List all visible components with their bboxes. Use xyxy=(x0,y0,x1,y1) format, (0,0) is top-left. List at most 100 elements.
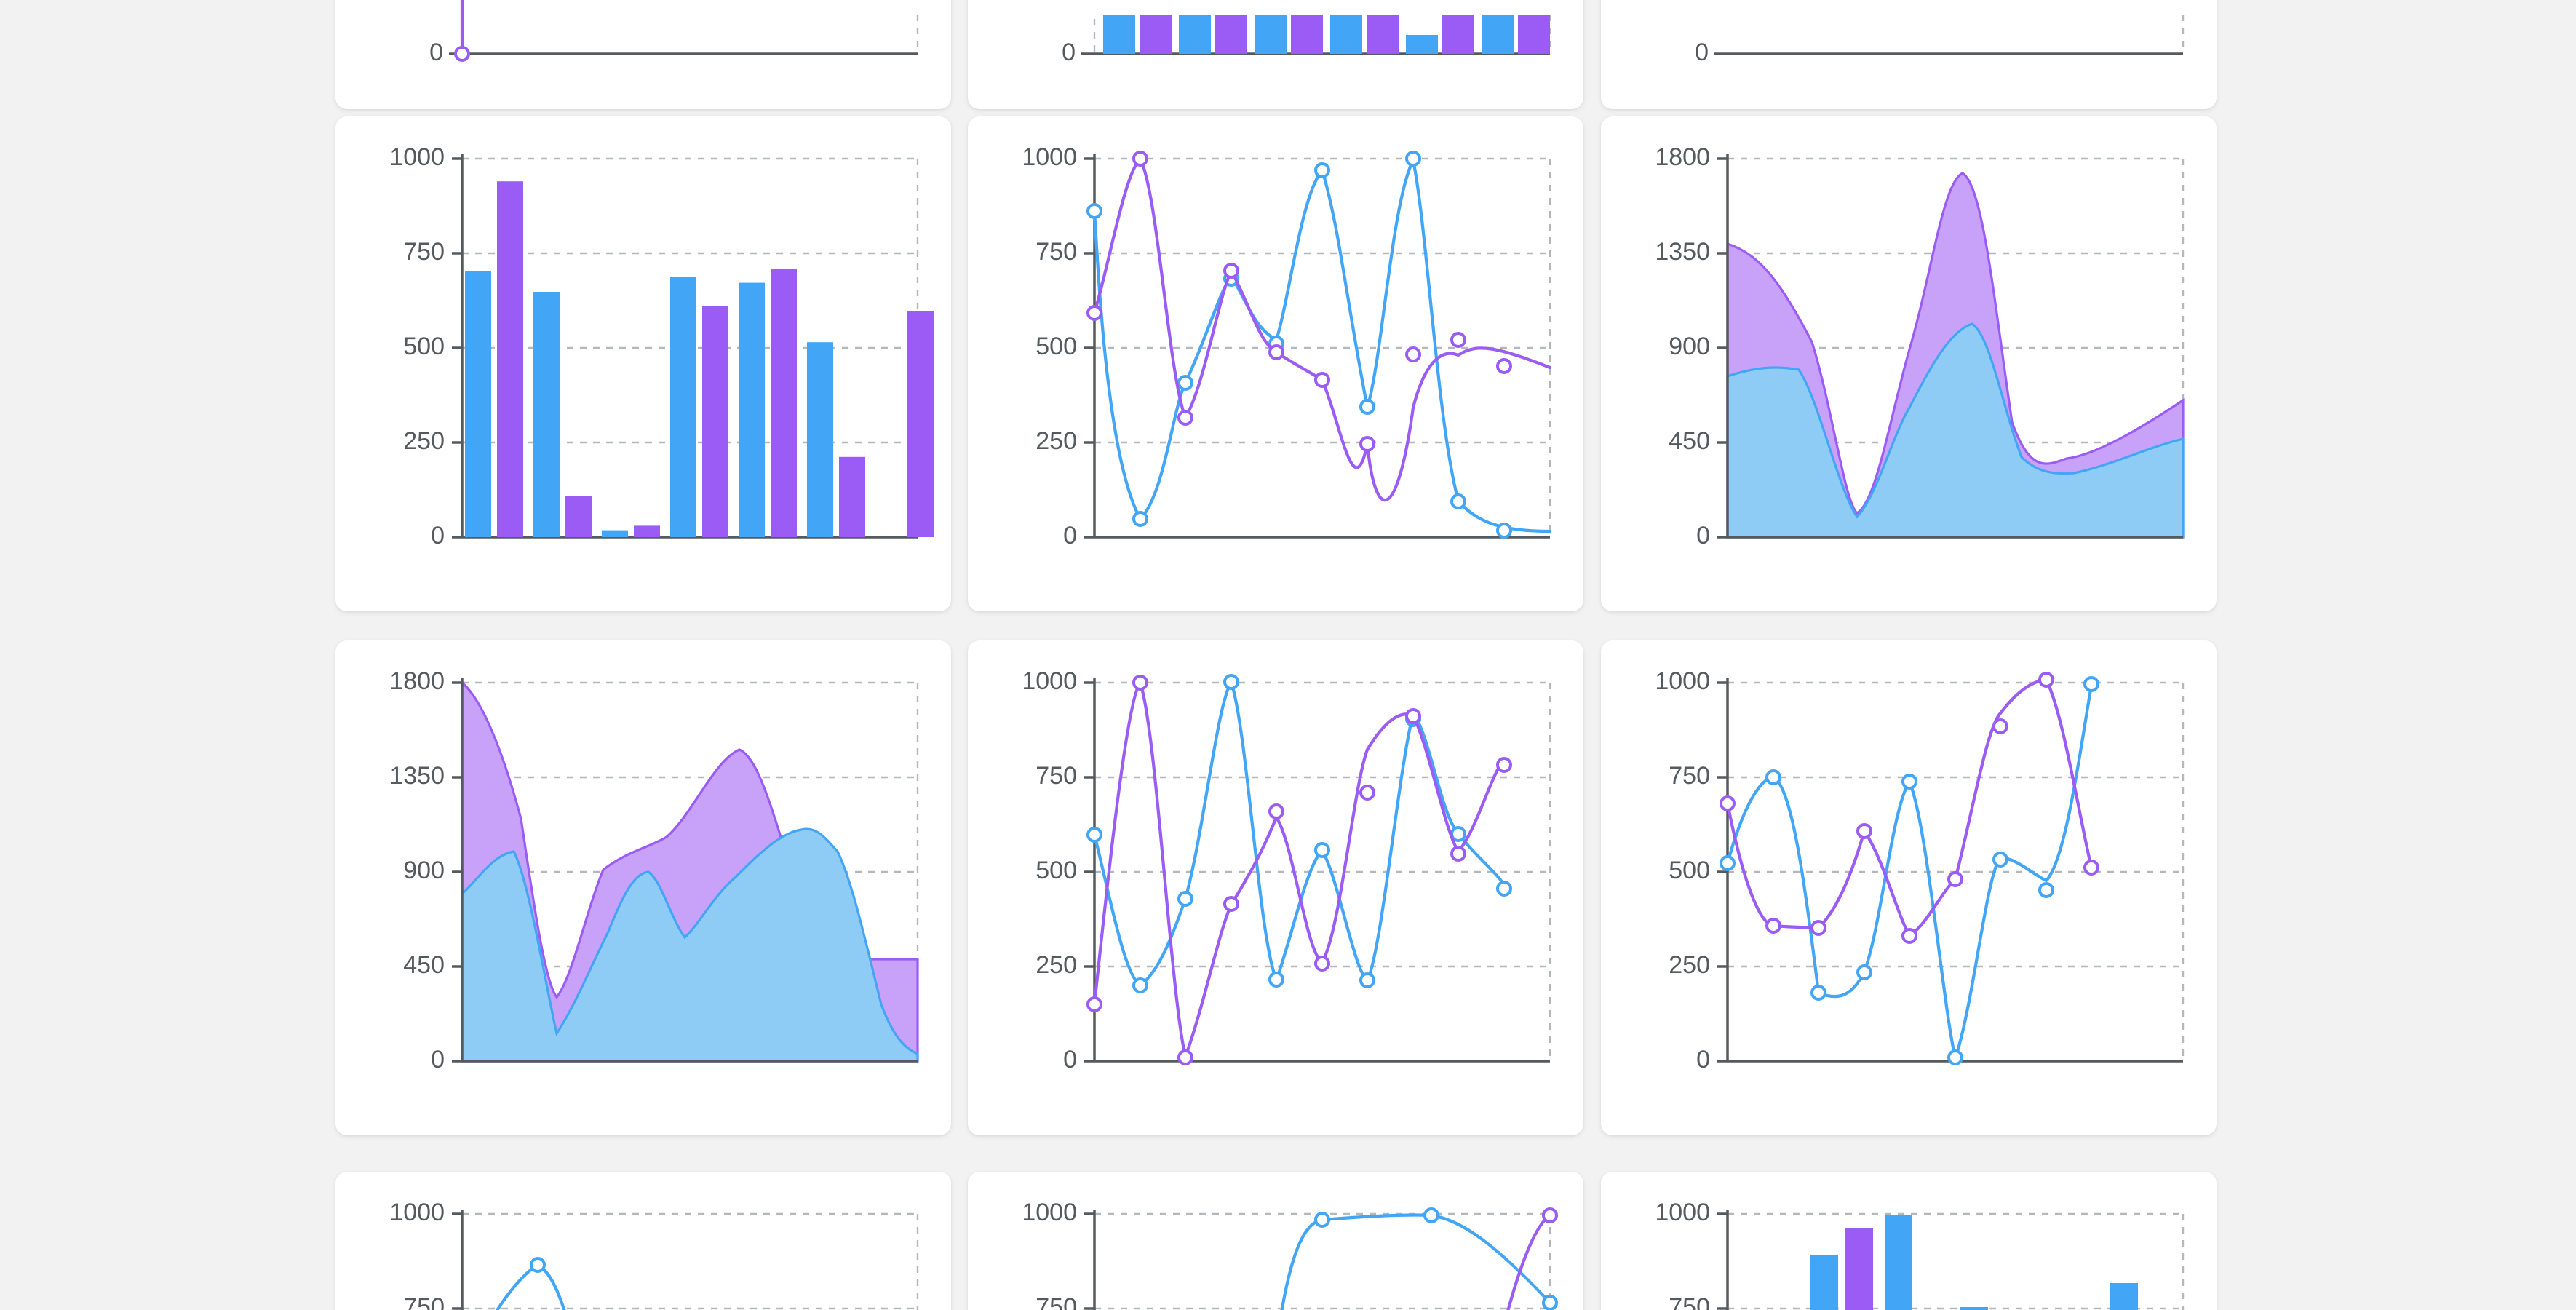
y-tick-label: 1000 xyxy=(1022,1199,1077,1226)
y-tick-label: 1800 xyxy=(389,667,445,695)
chart-plot-r1c3: 0 xyxy=(1601,0,2217,109)
gridlines-r4c1 xyxy=(462,1212,919,1310)
series-line-purple xyxy=(1092,680,1506,1059)
y-axis-r2c2: 1000 750 500 250 0 xyxy=(1022,143,1550,549)
chart-plot-r2c3-stacked-area: 1800 1350 900 450 0 xyxy=(1601,116,2217,611)
markers-purple-r3c2 xyxy=(1086,675,1512,1065)
y-tick-label: 750 xyxy=(1035,762,1077,790)
bar xyxy=(907,311,934,537)
bar xyxy=(670,277,696,537)
y-tick-label: 0 xyxy=(431,522,445,549)
y-tick-label: 750 xyxy=(403,238,445,266)
y-tick-label: 1000 xyxy=(1655,1199,1710,1226)
markers-blue-r4c2 xyxy=(1314,1207,1558,1310)
chart-card-r4c3[interactable]: 1000 750 xyxy=(1601,1172,2217,1310)
y-tick-label: 1000 xyxy=(389,143,445,171)
bar xyxy=(634,525,660,537)
markers-purple-r2c2 xyxy=(1086,151,1512,452)
y-tick-label: 500 xyxy=(1035,857,1077,884)
y-axis-r1c1: 0 xyxy=(429,15,919,66)
chart-plot-r4c2-line: 1000 750 xyxy=(968,1172,1583,1310)
chart-card-r2c3[interactable]: 1800 1350 900 450 0 xyxy=(1601,116,2217,611)
y-axis-r2c3: 1800 1350 900 450 0 xyxy=(1655,143,2183,549)
y-tick-label: 250 xyxy=(1035,951,1077,979)
bar xyxy=(465,271,491,537)
y-axis-r3c3: 1000 750 500 250 0 xyxy=(1655,667,2183,1073)
gridlines-r4c3 xyxy=(1728,1212,2185,1310)
markers-blue-r3c2 xyxy=(1086,674,1512,993)
chart-plot-r3c3-line: 1000 750 500 250 0 xyxy=(1601,640,2217,1135)
chart-plot-r2c1-grouped-bar: 1000 750 500 250 0 xyxy=(335,116,951,611)
y-tick-label: 250 xyxy=(1669,951,1710,979)
bar xyxy=(533,292,560,537)
y-tick-label: 750 xyxy=(1669,762,1710,790)
y-tick-label: 450 xyxy=(1669,427,1710,455)
chart-card-r3c2[interactable]: 1000 750 500 250 0 xyxy=(968,640,1583,1135)
y-tick-label: 1000 xyxy=(389,1199,445,1226)
chart-card-r4c2[interactable]: 1000 750 xyxy=(968,1172,1583,1310)
y-axis-r3c1: 1800 1350 900 450 0 xyxy=(389,667,918,1073)
bar xyxy=(565,496,592,537)
bar xyxy=(1810,1255,1838,1310)
bar xyxy=(497,181,523,537)
y-tick-label: 250 xyxy=(1035,427,1077,455)
chart-card-r4c1[interactable]: 1000 750 xyxy=(335,1172,951,1310)
y-tick-label: 0 xyxy=(1063,1046,1077,1073)
bar-group-r2c1 xyxy=(465,181,934,537)
y-axis-r4c1: 1000 750 xyxy=(389,1199,464,1310)
y-tick-label: 250 xyxy=(403,427,445,455)
series-line-blue xyxy=(1092,680,1506,988)
y-tick-label: 1000 xyxy=(1022,667,1077,695)
chart-card-r3c1[interactable]: 1800 1350 900 450 0 xyxy=(335,640,951,1135)
y-tick-label: 750 xyxy=(1669,1293,1710,1310)
bar xyxy=(1960,1307,1988,1310)
y-tick-label: 750 xyxy=(1035,238,1077,266)
bar xyxy=(839,456,865,537)
y-tick-label: 1350 xyxy=(389,762,445,790)
chart-plot-r1c1: 0 xyxy=(335,0,951,109)
series-line-purple xyxy=(1725,678,2094,938)
bar xyxy=(2110,1283,2138,1310)
y-tick-label: 1800 xyxy=(1655,143,1710,171)
y-axis-r4c2: 1000 750 xyxy=(1022,1199,1096,1310)
markers-purple-r4c2 xyxy=(1542,1207,1558,1223)
series-line-blue xyxy=(495,1263,566,1310)
y-tick-label: 1000 xyxy=(1655,667,1710,695)
bar xyxy=(602,530,628,537)
y-tick-label: 750 xyxy=(403,1293,445,1310)
y-tick-label: 0 xyxy=(1063,522,1077,549)
chart-card-r1c1[interactable]: 0 xyxy=(335,0,951,109)
chart-card-r1c3[interactable]: 0 xyxy=(1601,0,2217,109)
bar xyxy=(1845,1228,1873,1310)
series-line-purple xyxy=(1506,1213,1552,1310)
chart-card-r1c2[interactable]: 0 xyxy=(968,0,1583,109)
series-line-purple xyxy=(1092,156,1552,502)
y-tick-label: 0 xyxy=(429,39,443,66)
y-tick-label: 750 xyxy=(1035,1293,1077,1310)
chart-card-r2c1[interactable]: 1000 750 500 250 0 xyxy=(335,116,951,611)
chart-card-r3c3[interactable]: 1000 750 500 250 0 xyxy=(1601,640,2217,1135)
bar xyxy=(739,282,765,537)
y-tick-label: 0 xyxy=(431,1046,445,1073)
series-line-blue xyxy=(1725,683,2094,1060)
markers-blue-r2c2 xyxy=(1086,151,1512,539)
y-axis-r1c3: 0 xyxy=(1695,15,2185,66)
y-axis-r4c3: 1000 750 xyxy=(1655,1199,1729,1310)
y-tick-label: 0 xyxy=(1696,1046,1710,1073)
y-tick-label: 500 xyxy=(403,333,445,360)
chart-card-r2c2[interactable]: 1000 750 500 250 0 xyxy=(968,116,1583,611)
y-tick-label: 450 xyxy=(403,951,445,979)
y-tick-label: 900 xyxy=(1669,333,1710,360)
chart-plot-r3c1-stacked-area: 1800 1350 900 450 0 xyxy=(335,640,951,1135)
y-tick-label: 0 xyxy=(1695,39,1709,66)
markers-blue-r3c3 xyxy=(1720,676,2099,1065)
chart-plot-r2c2-line: 1000 750 500 250 0 xyxy=(968,116,1583,611)
bar-group-r4c3 xyxy=(1810,1215,2138,1310)
series-line-blue xyxy=(1280,1213,1552,1310)
chart-plot-r3c2-line: 1000 750 500 250 0 xyxy=(968,640,1583,1135)
markers-blue-r4c1 xyxy=(530,1257,546,1273)
y-tick-label: 0 xyxy=(1062,39,1076,66)
area-series-blue xyxy=(1726,322,2185,539)
y-tick-label: 500 xyxy=(1669,857,1710,884)
area-series-blue xyxy=(461,827,919,1063)
